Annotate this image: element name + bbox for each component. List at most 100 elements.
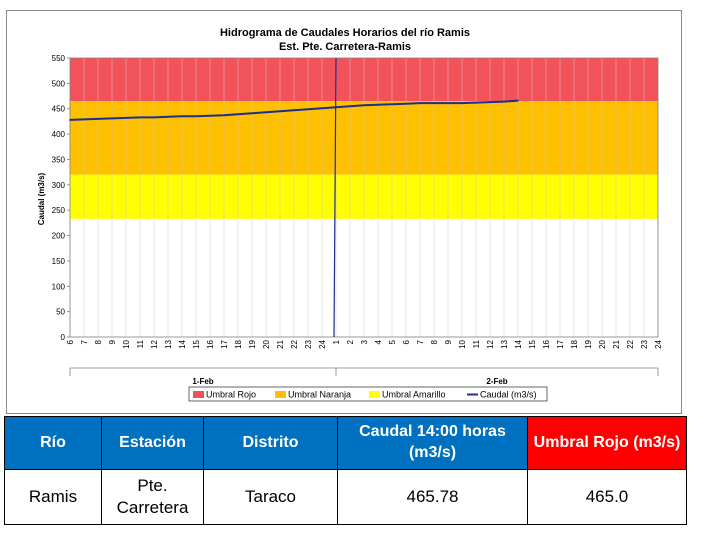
chart-legend: Umbral Rojo Umbral Naranja Umbral Amarillo… [188,386,548,402]
current-time-marker [333,57,337,338]
x-tick-label: 6 [66,339,75,344]
x-tick-label: 22 [290,339,299,348]
data-point [265,111,267,114]
y-tick-label: 450 [52,105,66,114]
x-tick-label: 8 [94,339,103,344]
table-header-row: Río Estación Distrito Caudal 14:00 horas… [4,416,687,470]
y-tick-label: 50 [56,308,65,317]
x-tick-label: 10 [122,339,131,348]
x-tick-label: 10 [458,339,467,348]
cell-distrito: Taraco [203,469,338,525]
data-point [251,112,253,115]
legend-umbral-amarillo: Umbral Amarillo [382,390,446,400]
table-row: Ramis Pte. Carretera Taraco 465.78 465.0 [4,469,687,525]
x-tick-label: 20 [598,339,607,348]
y-tick-label: 550 [52,54,66,63]
station-table: Río Estación Distrito Caudal 14:00 horas… [4,416,687,525]
data-point [405,102,407,105]
y-tick-label: 200 [52,232,66,241]
day-label: 1-Feb [192,377,213,386]
legend-caudal: Caudal (m3/s) [480,390,537,400]
data-point [377,103,379,106]
data-point [433,102,435,104]
data-point [349,105,351,107]
y-tick-label: 0 [61,333,66,342]
x-tick-label: 5 [388,339,397,344]
data-point [307,108,309,111]
y-axis-label: Caudal (m3/s) [37,172,46,225]
legend-umbral-naranja-swatch [275,391,286,398]
x-tick-label: 24 [318,339,327,348]
x-tick-label: 21 [612,339,621,348]
x-tick-label: 6 [402,339,411,344]
data-point [419,102,421,104]
hydrograph-chart: Hidrograma de Caudales Horarios del río … [37,27,663,402]
cell-rio: Ramis [4,469,102,525]
x-tick-label: 14 [514,339,523,348]
x-tick-label: 20 [262,339,271,348]
legend-umbral-rojo-swatch [193,391,204,398]
x-tick-label: 17 [220,339,229,348]
data-point [475,101,477,104]
data-point [195,115,197,118]
y-tick-label: 150 [52,257,66,266]
x-tick-label: 8 [430,339,439,344]
day-label: 2-Feb [486,377,507,386]
x-tick-label: 12 [486,339,495,348]
data-point [237,113,239,116]
x-tick-label: 16 [206,339,215,348]
y-tick-label: 400 [52,130,66,139]
data-point [489,101,491,103]
x-tick-label: 23 [640,339,649,348]
data-point [69,119,71,121]
chart-subtitle: Est. Pte. Carretera-Ramis [279,41,411,53]
x-tick-label: 4 [374,339,383,344]
chart-frame: Hidrograma de Caudales Horarios del río … [6,10,682,414]
x-tick-label: 3 [360,339,369,344]
x-tick-label: 13 [500,339,509,348]
data-point [503,100,505,103]
data-point [97,118,99,120]
data-point [391,103,393,105]
x-tick-label: 7 [80,339,89,344]
data-point [321,107,323,110]
legend-umbral-rojo: Umbral Rojo [206,390,256,400]
data-point [293,109,295,112]
y-tick-label: 250 [52,206,66,215]
data-point [335,106,337,109]
y-tick-label: 100 [52,282,66,291]
x-tick-label: 17 [556,339,565,348]
x-tick-label: 18 [234,339,243,348]
x-tick-label: 19 [248,339,257,348]
cell-estacion: Pte. Carretera [101,469,204,525]
y-tick-label: 500 [52,79,66,88]
data-point [223,114,225,117]
data-point [517,99,519,102]
data-point [83,118,85,121]
x-tick-label: 16 [542,339,551,348]
x-tick-label: 14 [178,339,187,348]
header-distrito: Distrito [203,416,338,470]
x-tick-label: 7 [416,339,425,344]
x-tick-label: 15 [192,339,201,348]
legend-umbral-naranja: Umbral Naranja [288,390,351,400]
x-tick-label: 18 [570,339,579,348]
plot-border [69,57,659,338]
x-tick-label: 22 [626,339,635,348]
data-point [279,110,281,113]
x-tick-label: 13 [164,339,173,348]
data-point [181,115,183,118]
x-tick-label: 11 [136,339,145,348]
data-point [447,102,449,104]
x-tick-label: 12 [150,339,159,348]
data-point [111,117,113,120]
cell-caudal: 465.78 [337,469,528,525]
x-tick-label: 23 [304,339,313,348]
header-umbral-rojo: Umbral Rojo (m3/s) [527,416,687,470]
x-tick-label: 11 [472,339,481,348]
x-tick-label: 15 [528,339,537,348]
legend-umbral-amarillo-swatch [369,391,380,398]
header-rio: Río [4,416,102,470]
data-point [461,102,463,104]
x-tick-label: 9 [444,339,453,344]
